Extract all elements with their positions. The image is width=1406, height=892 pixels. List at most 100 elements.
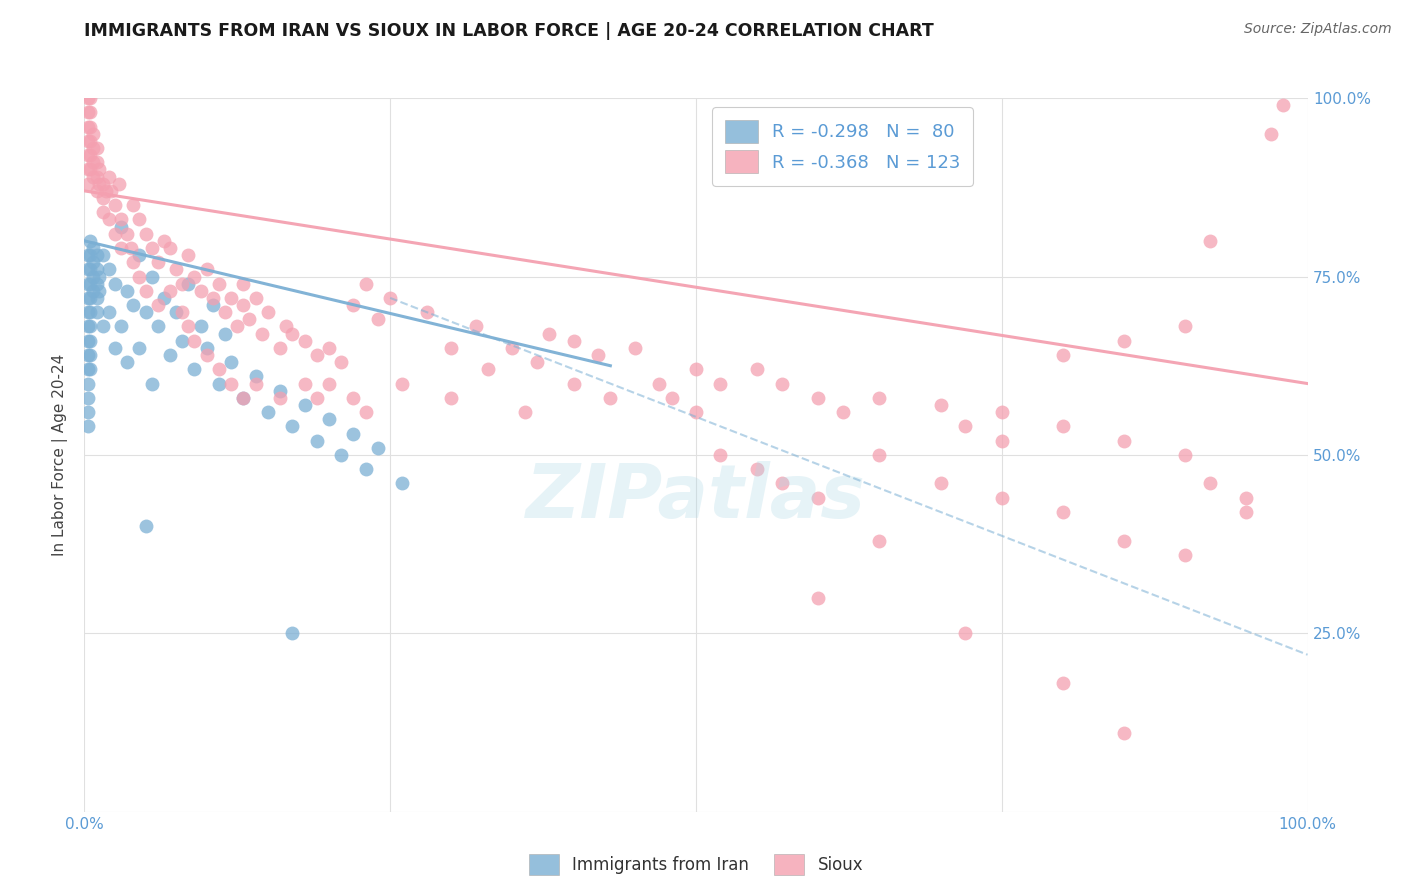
Point bbox=[141, 376, 163, 391]
Point bbox=[79, 134, 101, 148]
Point bbox=[183, 362, 205, 376]
Point bbox=[294, 398, 316, 412]
Point bbox=[318, 412, 340, 426]
Point bbox=[104, 341, 127, 355]
Point bbox=[86, 262, 108, 277]
Point bbox=[1052, 348, 1074, 362]
Point bbox=[97, 262, 120, 277]
Point bbox=[110, 319, 132, 334]
Point bbox=[77, 162, 100, 177]
Point bbox=[599, 391, 621, 405]
Point bbox=[77, 277, 100, 291]
Point bbox=[86, 141, 108, 155]
Point bbox=[214, 305, 236, 319]
Point bbox=[276, 319, 298, 334]
Point bbox=[159, 241, 181, 255]
Point bbox=[183, 334, 205, 348]
Point bbox=[86, 155, 108, 169]
Point bbox=[79, 234, 101, 248]
Point bbox=[831, 405, 853, 419]
Point bbox=[100, 184, 122, 198]
Point bbox=[1114, 434, 1136, 448]
Point bbox=[82, 141, 104, 155]
Point bbox=[440, 341, 463, 355]
Point bbox=[1052, 505, 1074, 519]
Point bbox=[159, 284, 181, 298]
Point bbox=[135, 305, 157, 319]
Point bbox=[141, 269, 163, 284]
Point bbox=[135, 519, 157, 533]
Point bbox=[232, 391, 254, 405]
Point bbox=[120, 241, 142, 255]
Point bbox=[269, 341, 291, 355]
Point bbox=[77, 334, 100, 348]
Point bbox=[342, 391, 364, 405]
Point bbox=[91, 191, 114, 205]
Point bbox=[77, 148, 100, 162]
Point bbox=[77, 248, 100, 262]
Point bbox=[953, 419, 976, 434]
Point bbox=[82, 241, 104, 255]
Point bbox=[1114, 334, 1136, 348]
Point bbox=[281, 419, 304, 434]
Point bbox=[79, 348, 101, 362]
Point bbox=[1052, 419, 1074, 434]
Point bbox=[342, 426, 364, 441]
Point bbox=[153, 291, 176, 305]
Point bbox=[87, 177, 110, 191]
Point bbox=[770, 476, 793, 491]
Point bbox=[86, 277, 108, 291]
Point bbox=[96, 184, 118, 198]
Point bbox=[110, 219, 132, 234]
Point bbox=[79, 105, 101, 120]
Point bbox=[91, 248, 114, 262]
Point bbox=[1236, 505, 1258, 519]
Point bbox=[477, 362, 499, 376]
Point bbox=[97, 305, 120, 319]
Point bbox=[79, 362, 101, 376]
Point bbox=[709, 376, 731, 391]
Text: ZIPatlas: ZIPatlas bbox=[526, 461, 866, 534]
Point bbox=[562, 334, 585, 348]
Point bbox=[153, 234, 176, 248]
Point bbox=[586, 348, 609, 362]
Point bbox=[245, 291, 267, 305]
Point bbox=[104, 227, 127, 241]
Point bbox=[190, 284, 212, 298]
Point bbox=[165, 262, 187, 277]
Point bbox=[82, 255, 104, 269]
Point bbox=[869, 448, 891, 462]
Point bbox=[77, 91, 100, 105]
Point bbox=[79, 91, 101, 105]
Point bbox=[869, 391, 891, 405]
Point bbox=[107, 177, 129, 191]
Point bbox=[464, 319, 486, 334]
Point bbox=[77, 391, 100, 405]
Point bbox=[110, 241, 132, 255]
Point bbox=[135, 227, 157, 241]
Point bbox=[82, 155, 104, 169]
Point bbox=[257, 405, 280, 419]
Point bbox=[269, 384, 291, 398]
Point bbox=[747, 362, 769, 376]
Point bbox=[1114, 533, 1136, 548]
Point bbox=[380, 291, 402, 305]
Point bbox=[502, 341, 524, 355]
Point bbox=[318, 341, 340, 355]
Point bbox=[219, 291, 242, 305]
Point bbox=[685, 405, 707, 419]
Point bbox=[1260, 127, 1282, 141]
Point bbox=[82, 269, 104, 284]
Point bbox=[232, 391, 254, 405]
Point bbox=[165, 305, 187, 319]
Point bbox=[86, 305, 108, 319]
Point bbox=[77, 376, 100, 391]
Point bbox=[367, 441, 389, 455]
Point bbox=[79, 148, 101, 162]
Point bbox=[1272, 98, 1295, 112]
Point bbox=[128, 341, 150, 355]
Point bbox=[991, 434, 1014, 448]
Point bbox=[219, 376, 242, 391]
Point bbox=[1052, 676, 1074, 690]
Legend: Immigrants from Iran, Sioux: Immigrants from Iran, Sioux bbox=[519, 844, 873, 886]
